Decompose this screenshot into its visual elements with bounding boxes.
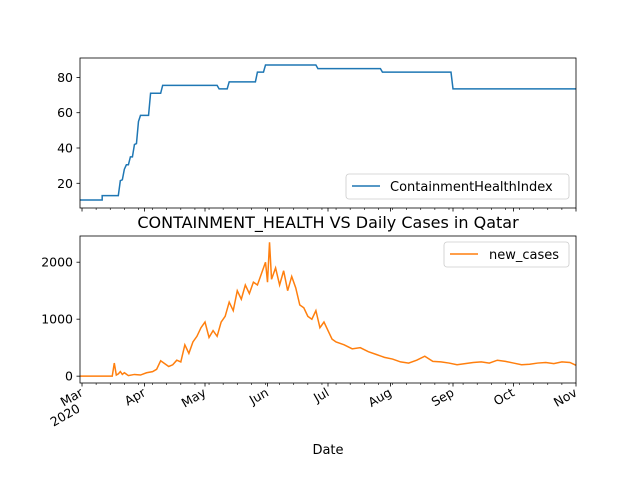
top-legend: ContainmentHealthIndex	[345, 173, 570, 200]
y-tick-label: 40	[57, 141, 73, 156]
y-tick-label: 20	[57, 176, 73, 191]
top-axes: 20 40 60 80 ContainmentHealthIndex	[57, 57, 577, 212]
x-tick-label: Oct	[491, 385, 517, 409]
bottom-legend-frame	[443, 241, 570, 268]
bottom-legend-label: new_cases	[489, 248, 559, 263]
y-tick-label: 2000	[41, 255, 73, 270]
x-axis-label: Date	[312, 443, 343, 458]
top-x-ticks	[81, 208, 577, 212]
x-tick-label: Nov	[551, 384, 580, 409]
containment-series-layer	[79, 64, 577, 201]
top-legend-frame	[345, 173, 570, 200]
x-tick-label: Aug	[365, 385, 394, 410]
new-cases-series-layer	[79, 242, 577, 377]
y-tick-label: 80	[57, 70, 73, 85]
y-tick-label: 60	[57, 105, 73, 120]
bottom-legend: new_cases	[443, 241, 570, 268]
top-legend-label: ContainmentHealthIndex	[390, 180, 553, 195]
y-tick-label: 1000	[41, 312, 73, 327]
top-axes-frame	[79, 57, 577, 209]
y-tick-label: 0	[65, 369, 73, 384]
bottom-chart-title: CONTAINMENT_HEALTH VS Daily Cases in Qat…	[137, 213, 519, 233]
bottom-y-ticks: 0 1000 2000	[41, 255, 80, 384]
series-line-ContainmentHealthIndex	[80, 64, 576, 201]
top-y-ticks: 20 40 60 80	[57, 70, 80, 191]
bottom-axes-frame	[79, 235, 577, 384]
x-tick-label: Sep	[429, 385, 457, 410]
x-tick-label: Jul	[310, 385, 331, 406]
x-tick-label: Jun	[246, 385, 271, 408]
x-tick-label: May	[179, 384, 209, 410]
x-tick-label: Apr	[122, 384, 149, 408]
